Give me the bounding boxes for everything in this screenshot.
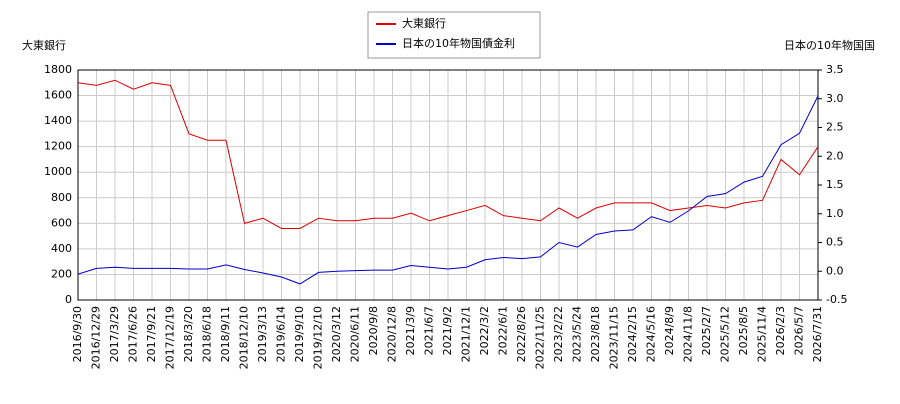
y-tick-label: 1400	[44, 114, 72, 127]
x-tick-label: 2017/9/21	[145, 306, 158, 362]
x-tick-label: 2021/9/2	[441, 306, 454, 355]
y-tick-label: 800	[51, 191, 72, 204]
legend-box	[367, 11, 541, 59]
x-tick-label: 2024/5/16	[645, 306, 658, 362]
y-tick-label: 0	[65, 293, 72, 306]
y-tick-label: 1600	[44, 89, 72, 102]
x-tick-label: 2018/6/18	[201, 306, 214, 362]
x-tick-label: 2022/3/2	[478, 306, 491, 355]
x-tick-label: 2017/3/29	[108, 306, 121, 362]
y-tick-label: 200	[51, 267, 72, 280]
x-tick-label: 2018/3/20	[182, 306, 195, 362]
y-axis-title: 大東銀行	[22, 38, 66, 52]
x-tick-label: 2016/12/29	[90, 306, 103, 369]
x-tick-label: 2020/3/12	[330, 306, 343, 362]
y-tick-label: 1200	[44, 140, 72, 153]
x-tick-label: 2023/5/24	[571, 306, 584, 362]
y2-tick-label: 0.0	[826, 264, 844, 277]
x-tick-label: 2025/5/12	[719, 306, 732, 362]
x-tick-label: 2024/2/15	[626, 306, 639, 362]
x-tick-label: 2017/6/26	[127, 306, 140, 362]
legend-label: 日本の10年物国債金利	[402, 36, 515, 50]
x-tick-label: 2025/2/7	[700, 306, 713, 355]
y2-tick-label: 3.5	[826, 63, 844, 76]
line-series	[77, 79, 819, 229]
y-tick-label: 1000	[44, 165, 72, 178]
x-tick-label: 2023/8/18	[589, 306, 602, 362]
y2-tick-label: -0.5	[826, 293, 847, 306]
y2-tick-label: 2.5	[826, 121, 844, 134]
x-tick-label: 2016/9/30	[71, 306, 84, 362]
legend-label: 大東銀行	[402, 16, 446, 30]
y2-tick-label: 1.0	[826, 207, 844, 220]
y-tick-label: 1800	[44, 63, 72, 76]
x-tick-label: 2021/6/7	[423, 306, 436, 355]
x-tick-label: 2018/9/11	[219, 306, 232, 362]
x-tick-label: 2024/8/9	[663, 306, 676, 355]
y2-axis-title: 日本の10年物国国	[784, 38, 875, 52]
x-tick-label: 2017/12/19	[164, 306, 177, 369]
y2-tick-label: 0.5	[826, 236, 844, 249]
x-tick-label: 2025/11/4	[756, 306, 769, 362]
y2-tick-label: 2.0	[826, 149, 844, 162]
y-tick-label: 600	[51, 216, 72, 229]
x-tick-label: 2023/11/15	[608, 306, 621, 369]
x-tick-label: 2021/12/1	[460, 306, 473, 362]
x-tick-label: 2019/3/13	[256, 306, 269, 362]
x-tick-label: 2019/9/10	[293, 306, 306, 362]
x-tick-label: 2024/11/8	[682, 306, 695, 362]
y-tick-label: 400	[51, 242, 72, 255]
x-tick-label: 2022/6/1	[497, 306, 510, 355]
x-tick-label: 2020/12/8	[386, 306, 399, 362]
x-tick-label: 2026/7/31	[811, 306, 824, 362]
x-tick-label: 2021/3/9	[404, 306, 417, 355]
x-tick-label: 2026/5/7	[793, 306, 806, 355]
x-tick-label: 2026/2/3	[774, 306, 787, 355]
x-tick-label: 2019/12/10	[312, 306, 325, 369]
x-tick-label: 2018/12/10	[238, 306, 251, 369]
y2-tick-label: 3.0	[826, 92, 844, 105]
x-tick-label: 2020/6/11	[349, 306, 362, 362]
y2-tick-label: 1.5	[826, 178, 844, 191]
x-tick-label: 2022/11/25	[534, 306, 547, 369]
plot-frame	[77, 69, 819, 301]
x-tick-label: 2020/9/8	[367, 306, 380, 355]
x-tick-label: 2023/2/22	[552, 306, 565, 362]
x-tick-label: 2022/8/26	[515, 306, 528, 362]
x-tick-label: 2019/6/14	[275, 306, 288, 362]
line-series	[77, 95, 819, 285]
x-tick-label: 2025/8/5	[737, 306, 750, 355]
